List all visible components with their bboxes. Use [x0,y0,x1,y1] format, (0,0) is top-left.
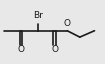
Text: O: O [64,19,71,28]
Text: O: O [51,45,58,54]
Text: Br: Br [33,12,43,20]
Text: O: O [18,45,24,54]
